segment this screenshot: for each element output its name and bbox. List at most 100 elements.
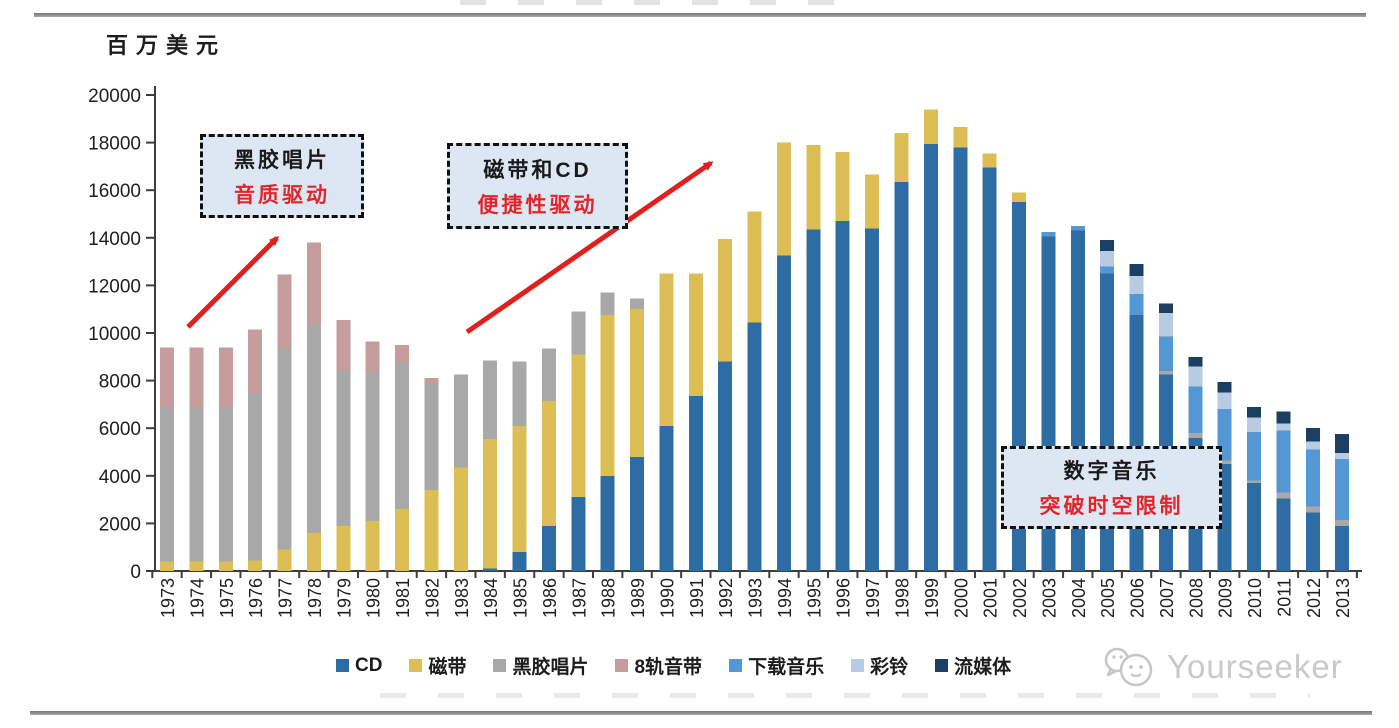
bar-2007-ringtone [1158, 312, 1173, 337]
bar-1979-cassette [336, 525, 351, 571]
bar-2007-downloads [1158, 336, 1173, 372]
bar-1973-eight-track [160, 347, 174, 407]
legend-item-cd: CD [336, 655, 382, 677]
y-axis-unit-label: 百万美元 [106, 33, 227, 59]
bar-2011-streaming [1276, 411, 1291, 424]
bar-1982-eight-track [424, 378, 439, 383]
bar-1986-cd [541, 525, 556, 571]
x-axis-tick-label: 2005 [1098, 578, 1118, 618]
bar-1986-vinyl [541, 348, 556, 401]
bar-1984-cd [483, 568, 498, 571]
chart-legend: CD 磁带 黑胶唱片 8轨音带 下载音乐 彩铃 流媒体 [336, 652, 1011, 679]
cropped-text-remnant-bottom [380, 693, 1310, 698]
bar-1992-cassette [718, 239, 733, 362]
x-axis-tick-label: 1974 [187, 578, 207, 618]
legend-item-ringtone: 彩铃 [851, 652, 908, 679]
bar-1989-vinyl [630, 298, 645, 310]
y-axis-tick-label: 4000 [99, 467, 141, 488]
x-axis-tick-label: 1986 [540, 578, 560, 618]
bar-1987-cassette [571, 354, 586, 498]
bar-1995-cassette [806, 145, 821, 230]
x-axis-tick-label: 1993 [746, 578, 766, 618]
bar-2010-ringtone [1247, 417, 1262, 432]
bar-1986-cassette [541, 400, 556, 526]
bar-1998-cassette [894, 133, 909, 182]
x-axis-tick-label: 1988 [599, 578, 619, 618]
bar-2009-ringtone [1217, 392, 1232, 410]
bar-2008-ringtone [1188, 366, 1203, 387]
x-axis-tick-label: 1976 [246, 578, 266, 618]
x-axis-tick-label: 1984 [481, 578, 501, 618]
legend-item-vinyl: 黑胶唱片 [493, 652, 588, 679]
bar-1978-cassette [306, 532, 321, 571]
bar-1982-cassette [424, 490, 439, 571]
x-axis-tick-label: 1991 [687, 578, 707, 618]
bar-1985-cd [512, 552, 527, 571]
bar-1996-cassette [835, 152, 850, 222]
bar-2010-cd [1247, 482, 1262, 571]
legend-label: 黑胶唱片 [512, 657, 589, 678]
x-axis-tick-label: 1989 [628, 578, 648, 618]
bar-2008-downloads [1188, 386, 1203, 433]
bar-1987-vinyl [571, 311, 586, 355]
bar-2006-ringtone [1129, 275, 1144, 294]
bar-1982-vinyl [424, 383, 439, 491]
x-axis-tick-label: 1995 [804, 578, 824, 618]
bar-2013-streaming [1335, 434, 1350, 454]
annotation-cassette-cd-subtitle: 便捷性驱动 [477, 193, 598, 217]
bar-1999-cassette [923, 109, 938, 144]
bar-2013-ringtone [1335, 453, 1350, 460]
bar-1989-cassette [630, 309, 645, 457]
x-axis-tick-label: 2002 [1010, 578, 1030, 618]
bar-2001-cassette [982, 153, 997, 168]
bar-1991-cassette [688, 273, 703, 397]
y-axis-tick-label: 14000 [88, 229, 141, 250]
x-axis-tick-label: 1996 [834, 578, 854, 618]
bar-2007-vinyl [1158, 371, 1173, 375]
bar-1989-cd [630, 456, 645, 571]
bar-1987-cd [571, 497, 586, 571]
x-axis-tick-label: 1994 [775, 578, 795, 618]
cropped-text-remnant-top [460, 0, 840, 5]
y-axis-tick-label: 18000 [88, 134, 141, 155]
x-axis-tick-label: 1998 [893, 578, 913, 618]
x-axis-tick-label: 1999 [922, 578, 942, 618]
bar-1979-vinyl [336, 369, 351, 526]
bar-1983-cassette [453, 467, 468, 571]
bar-2012-downloads [1305, 449, 1320, 507]
x-axis-tick-label: 1978 [305, 578, 325, 618]
legend-label: 彩铃 [870, 657, 909, 678]
bar-2012-streaming [1305, 428, 1320, 442]
bar-1988-cd [600, 475, 615, 571]
bar-1980-eight-track [365, 341, 380, 372]
bar-1983-vinyl [453, 374, 468, 468]
bar-1984-vinyl [483, 360, 498, 439]
bar-2006-cd [1129, 315, 1144, 571]
bar-1973-vinyl [160, 406, 174, 562]
bar-1974-cassette [189, 561, 204, 571]
bar-2012-ringtone [1305, 441, 1320, 450]
x-axis-tick-label: 2010 [1245, 578, 1265, 618]
y-axis-tick-label: 20000 [88, 86, 141, 107]
annotation-vinyl-title: 黑胶唱片 [234, 148, 330, 172]
bar-1991-cd [688, 396, 703, 571]
bar-2005-streaming [1100, 240, 1115, 251]
bar-1975-cassette [218, 561, 233, 571]
bar-1974-vinyl [189, 408, 204, 562]
bar-2007-streaming [1158, 303, 1173, 313]
bar-2005-downloads [1100, 266, 1115, 274]
bar-1990-cassette [659, 273, 674, 426]
bar-2013-vinyl [1335, 519, 1350, 526]
x-axis-tick-label: 1975 [217, 578, 237, 618]
x-axis-tick-label: 1990 [657, 578, 677, 618]
bar-1994-cassette [777, 142, 791, 256]
bar-2000-cassette [953, 127, 968, 148]
bar-2009-vinyl [1217, 460, 1232, 464]
y-axis-tick-label: 12000 [88, 276, 141, 297]
annotation-digital-subtitle: 突破时空限制 [1039, 495, 1184, 518]
bar-1992-cd [718, 361, 733, 571]
annotation-box-cassette-cd: 磁带和CD 便捷性驱动 [447, 143, 628, 229]
bar-1981-eight-track [395, 344, 409, 363]
bar-2006-downloads [1129, 293, 1144, 316]
legend-swatch-eight-track [615, 659, 629, 672]
